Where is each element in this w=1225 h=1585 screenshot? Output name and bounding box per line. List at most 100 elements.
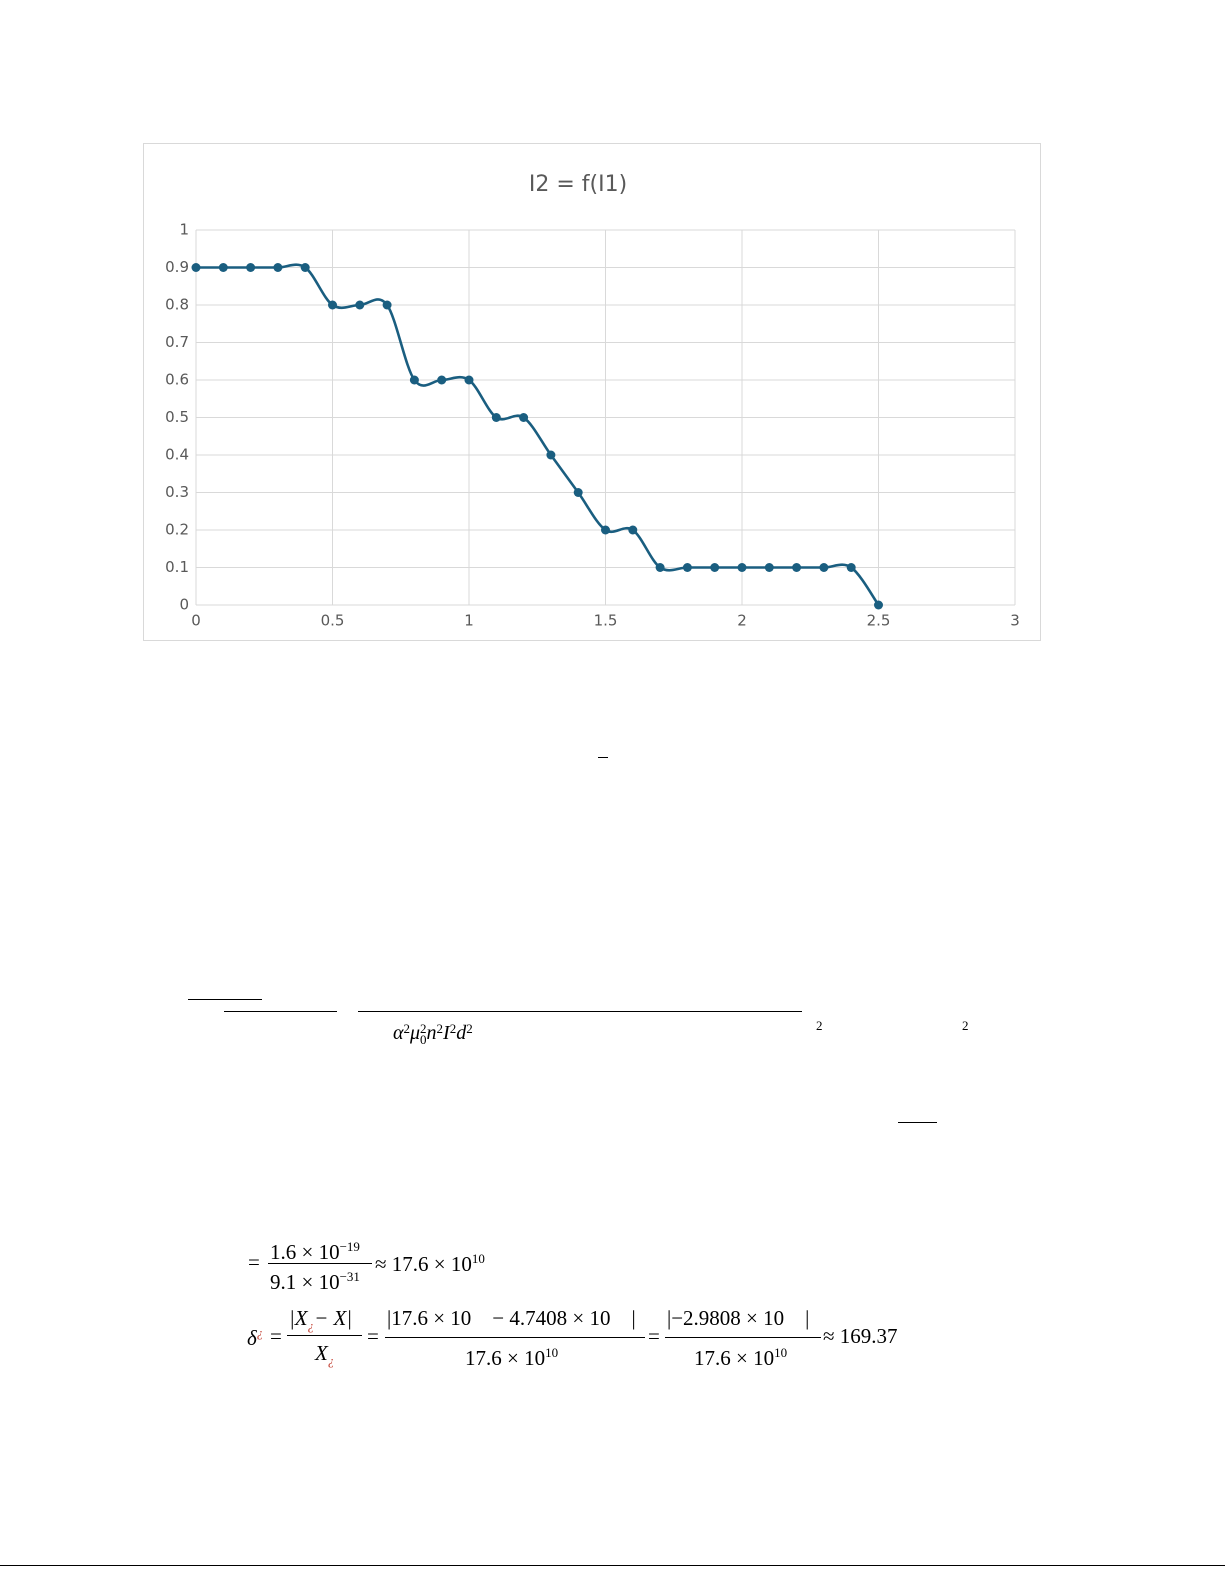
exponent: 2 xyxy=(962,1018,969,1033)
t: 1.6 × 10 xyxy=(270,1240,340,1264)
fraction-bar xyxy=(268,1263,372,1264)
marker xyxy=(819,563,829,572)
marker xyxy=(409,375,419,385)
equals: = xyxy=(270,1324,282,1348)
rule xyxy=(188,999,262,1000)
marker xyxy=(710,563,720,572)
numerator: |X¿− X| xyxy=(289,1306,353,1334)
exponent: 2 xyxy=(816,1018,823,1033)
lhs: δ¿ xyxy=(247,1326,263,1349)
marker xyxy=(764,563,774,572)
scripts: 2 xyxy=(466,1021,473,1036)
chart: I2 = f(I1) 0 0.1 0.2 0.3 0.4 0.5 0.6 0.7 0.8 0.9 1… xyxy=(143,143,1041,641)
y-tick-label: 0.1 xyxy=(165,558,189,576)
marker xyxy=(737,563,747,572)
numerator: 1.6 × 10−19 xyxy=(270,1240,360,1263)
term: 2 xyxy=(466,1021,473,1036)
scripts: 2 xyxy=(449,1021,457,1036)
marker xyxy=(846,563,856,572)
marker xyxy=(464,375,474,385)
t: 10 xyxy=(545,1345,559,1360)
rule xyxy=(224,1011,337,1012)
y-tick-label: 0.4 xyxy=(165,446,189,464)
marker xyxy=(682,563,692,572)
term: I xyxy=(443,1022,450,1044)
t: 17.6 × 10 xyxy=(694,1346,775,1370)
page-edge xyxy=(0,1565,1225,1566)
scripts: 2 xyxy=(403,1021,411,1036)
marker xyxy=(273,263,283,272)
term: 2 xyxy=(449,1021,457,1036)
y-tick-label: 0.6 xyxy=(165,371,189,389)
t: ¿ xyxy=(307,1318,315,1334)
x-tick-label: 0 xyxy=(191,612,201,630)
denominator: 17.6 × 1010 xyxy=(694,1346,787,1369)
x-tick-label: 3 xyxy=(1010,612,1020,630)
marker xyxy=(874,600,883,610)
equals: = xyxy=(367,1324,379,1348)
term: d xyxy=(456,1022,467,1044)
marker xyxy=(792,563,802,572)
x-tick-label: 1.5 xyxy=(594,612,618,630)
scripts: 2 xyxy=(436,1021,444,1036)
y-tick-label: 0.3 xyxy=(165,483,189,501)
marker xyxy=(519,413,529,422)
t: 9.1 × 10 xyxy=(270,1270,340,1294)
t: 17.6 × 10 xyxy=(465,1346,546,1370)
marker xyxy=(491,413,501,422)
numerator: |17.6 × 10 − 4.7408 × 10 | xyxy=(387,1306,636,1330)
t: ¿ xyxy=(256,1325,264,1340)
t: ¿ xyxy=(327,1353,335,1369)
t: 10 xyxy=(471,1251,485,1266)
marker xyxy=(191,263,201,272)
fraction-bar xyxy=(665,1337,821,1338)
denominator: 17.6 × 1010 xyxy=(465,1346,558,1369)
t: ≈ 17.6 × 10 xyxy=(375,1252,472,1276)
x-tick-label: 0.5 xyxy=(321,612,345,630)
approx: ≈ 17.6 × 1010 xyxy=(375,1252,485,1275)
marker xyxy=(382,300,392,310)
denominator: X¿ xyxy=(315,1341,335,1369)
term: 0 xyxy=(420,1032,427,1047)
marker xyxy=(437,375,447,385)
rule xyxy=(598,757,608,758)
t: − X| xyxy=(314,1306,353,1330)
t: −19 xyxy=(339,1239,360,1254)
marker xyxy=(355,300,365,310)
term: 2 xyxy=(403,1021,411,1036)
y-tick-label: 1 xyxy=(179,221,189,239)
t: X xyxy=(315,1341,328,1365)
rule xyxy=(898,1122,937,1123)
equals: = xyxy=(648,1324,660,1348)
t: −31 xyxy=(339,1269,360,1284)
y-tick-label: 0.7 xyxy=(165,333,189,351)
equals: = xyxy=(248,1250,260,1274)
marker xyxy=(573,488,583,497)
marker xyxy=(655,563,665,572)
t: δ xyxy=(247,1326,257,1350)
chart-frame xyxy=(143,143,1041,641)
t: |X xyxy=(289,1306,308,1330)
marker xyxy=(628,525,638,535)
y-tick-label: 0.8 xyxy=(165,296,189,314)
t: 10 xyxy=(774,1345,788,1360)
x-tick-label: 1 xyxy=(464,612,474,630)
marker xyxy=(546,450,556,460)
term: α xyxy=(393,1022,404,1044)
marker xyxy=(328,300,337,310)
term: n xyxy=(426,1022,437,1044)
y-tick-label: 0.2 xyxy=(165,521,189,539)
term: μ xyxy=(410,1022,421,1044)
term: 2 xyxy=(420,1021,427,1036)
result: ≈ 169.37 xyxy=(823,1324,898,1348)
term: 2 xyxy=(436,1021,444,1036)
x-tick-label: 2 xyxy=(737,612,747,630)
y-tick-label: 0.9 xyxy=(165,258,189,276)
marker xyxy=(246,263,256,272)
fraction-bar xyxy=(358,1011,802,1012)
fraction-bar xyxy=(385,1337,645,1338)
marker xyxy=(218,263,228,272)
